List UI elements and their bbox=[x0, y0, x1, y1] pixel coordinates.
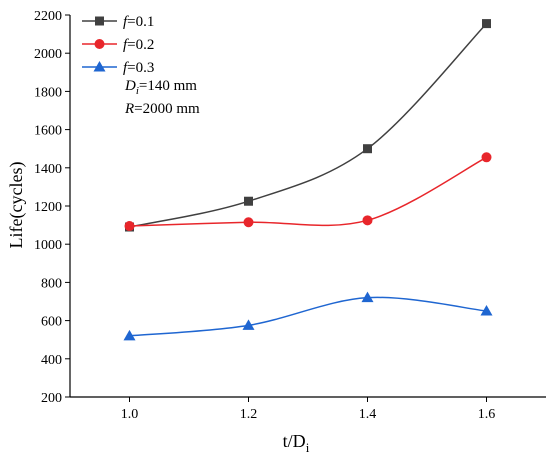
series-1 bbox=[125, 19, 491, 232]
series-2 bbox=[124, 152, 492, 232]
x-tick-label: 1.6 bbox=[478, 407, 496, 422]
legend: f=0.1f=0.2f=0.3 bbox=[82, 14, 154, 76]
y-tick-label: 1600 bbox=[34, 124, 62, 139]
series-line bbox=[129, 296, 487, 337]
y-axis-title: Life(cycles) bbox=[6, 162, 27, 249]
data-point bbox=[482, 19, 491, 29]
legend-marker bbox=[93, 61, 106, 72]
data-point bbox=[480, 305, 493, 316]
legend-marker bbox=[94, 39, 105, 49]
legend-marker bbox=[95, 16, 104, 26]
annotation-value: =2000 mm bbox=[134, 101, 200, 117]
y-tick-label: 800 bbox=[41, 276, 62, 291]
data-point bbox=[124, 221, 135, 232]
data-point bbox=[243, 217, 254, 228]
data-point bbox=[361, 291, 374, 303]
x-tick-label: 1.0 bbox=[121, 407, 139, 422]
x-tick-label: 1.2 bbox=[240, 407, 258, 422]
data-point bbox=[244, 196, 253, 206]
legend-label: f=0.1 bbox=[123, 14, 154, 30]
y-tick-label: 2200 bbox=[34, 9, 62, 24]
legend-item: f=0.2 bbox=[82, 37, 154, 53]
x-axis-title: t/Di bbox=[283, 431, 310, 455]
data-point bbox=[363, 144, 372, 154]
data-point bbox=[362, 215, 373, 226]
legend-label-value: =0.2 bbox=[127, 37, 154, 53]
y-tick-label: 400 bbox=[41, 353, 62, 368]
data-point bbox=[242, 319, 255, 330]
y-tick-label: 2000 bbox=[34, 47, 62, 62]
y-tick-label: 1400 bbox=[34, 162, 62, 177]
x-tick-label: 1.4 bbox=[359, 407, 377, 422]
y-tick-label: 600 bbox=[41, 315, 62, 330]
annotations: Di=140 mm R=2000 mm bbox=[124, 78, 200, 117]
legend-item: f=0.1 bbox=[82, 14, 154, 30]
legend-label: f=0.2 bbox=[123, 37, 154, 53]
legend-label-value: =0.1 bbox=[127, 14, 154, 30]
y-axis-ticks: 200 400 600 800 1000 1200 1400 1600 1800 2000 2200 bbox=[34, 9, 70, 406]
series-line bbox=[129, 23, 488, 228]
annotation-variable: R bbox=[124, 101, 134, 117]
legend-label-variable: f bbox=[123, 60, 129, 76]
series-line bbox=[129, 156, 487, 227]
annotation-text: R=2000 mm bbox=[124, 101, 200, 117]
data-point bbox=[123, 329, 136, 341]
y-tick-label: 1200 bbox=[34, 200, 62, 215]
y-tick-label: 1800 bbox=[34, 85, 62, 100]
y-tick-label: 1000 bbox=[34, 238, 62, 253]
legend-label-variable: f bbox=[123, 37, 129, 53]
annotation-variable: D bbox=[124, 78, 136, 94]
legend-label-variable: f bbox=[123, 14, 129, 30]
series-3 bbox=[123, 291, 493, 341]
legend-label-value: =0.3 bbox=[127, 60, 154, 76]
legend-label: f=0.3 bbox=[123, 60, 154, 76]
annotation-value: =140 mm bbox=[139, 78, 197, 94]
y-tick-label: 200 bbox=[41, 391, 62, 406]
series-group bbox=[123, 19, 493, 341]
annotation-text: Di=140 mm bbox=[124, 78, 197, 97]
legend-item: f=0.3 bbox=[82, 60, 154, 76]
data-point bbox=[481, 152, 492, 163]
x-axis-title-subscript: i bbox=[306, 440, 310, 455]
x-axis-title-main: t/D bbox=[283, 431, 306, 451]
x-axis-ticks: 1.0 1.2 1.4 1.6 bbox=[121, 397, 496, 422]
annotation-subscript: i bbox=[136, 85, 139, 97]
